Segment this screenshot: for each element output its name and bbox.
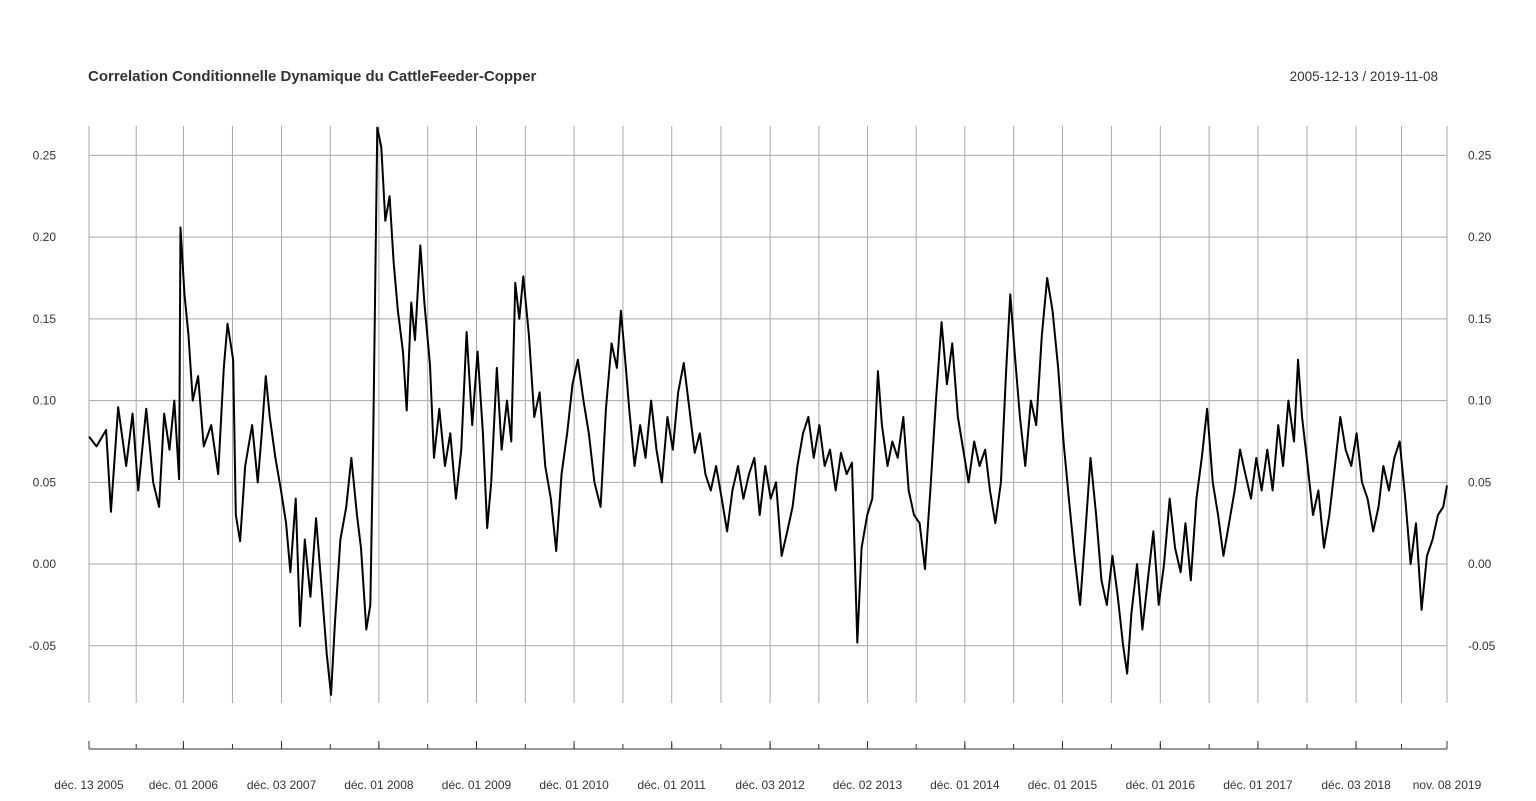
x-tick-label: déc. 03 2018 bbox=[1321, 778, 1391, 792]
x-tick-label: déc. 03 2007 bbox=[247, 778, 317, 792]
x-tick-label: déc. 01 2015 bbox=[1028, 778, 1098, 792]
x-tick-label: nov. 08 2019 bbox=[1413, 778, 1482, 792]
x-tick-label: déc. 01 2014 bbox=[930, 778, 1000, 792]
y-tick-label-right: 0.00 bbox=[1468, 557, 1492, 571]
y-tick-label-left: 0.25 bbox=[33, 148, 57, 162]
x-tick-label: déc. 03 2012 bbox=[735, 778, 805, 792]
y-tick-label-left: 0.15 bbox=[33, 312, 57, 326]
x-tick-label: déc. 01 2008 bbox=[344, 778, 414, 792]
y-tick-label-right: -0.05 bbox=[1468, 639, 1496, 653]
y-tick-label-right: 0.25 bbox=[1468, 148, 1492, 162]
y-tick-label-left: 0.05 bbox=[33, 475, 57, 489]
chart-title: Correlation Conditionnelle Dynamique du … bbox=[88, 68, 537, 85]
axis-layer: -0.05 -0.05 0.00 0.00 0.05 0.05 0.10 0.10 0.15 0.… bbox=[29, 148, 1496, 792]
y-tick-label-left: 0.00 bbox=[33, 557, 57, 571]
x-tick-label: déc. 01 2011 bbox=[637, 778, 706, 792]
y-tick-label-left: 0.10 bbox=[33, 394, 57, 408]
y-tick-label-right: 0.05 bbox=[1468, 475, 1492, 489]
x-tick-label: déc. 13 2005 bbox=[54, 778, 124, 792]
x-tick-label: déc. 01 2010 bbox=[539, 778, 609, 792]
y-tick-label-left: 0.20 bbox=[33, 230, 57, 244]
x-tick-label: déc. 01 2017 bbox=[1223, 778, 1293, 792]
x-tick-label: déc. 02 2013 bbox=[833, 778, 903, 792]
grid-layer bbox=[88, 126, 1448, 703]
y-tick-label-left: -0.05 bbox=[29, 639, 57, 653]
y-tick-label-right: 0.15 bbox=[1468, 312, 1492, 326]
series-layer bbox=[88, 126, 1448, 696]
x-tick-label: déc. 01 2006 bbox=[149, 778, 219, 792]
y-tick-label-right: 0.10 bbox=[1468, 394, 1492, 408]
x-tick-label: déc. 01 2016 bbox=[1126, 778, 1196, 792]
series-line bbox=[88, 126, 1448, 696]
chart-date-range: 2005-12-13 / 2019-11-08 bbox=[1289, 69, 1438, 84]
y-tick-label-right: 0.20 bbox=[1468, 230, 1492, 244]
x-tick-label: déc. 01 2009 bbox=[442, 778, 512, 792]
